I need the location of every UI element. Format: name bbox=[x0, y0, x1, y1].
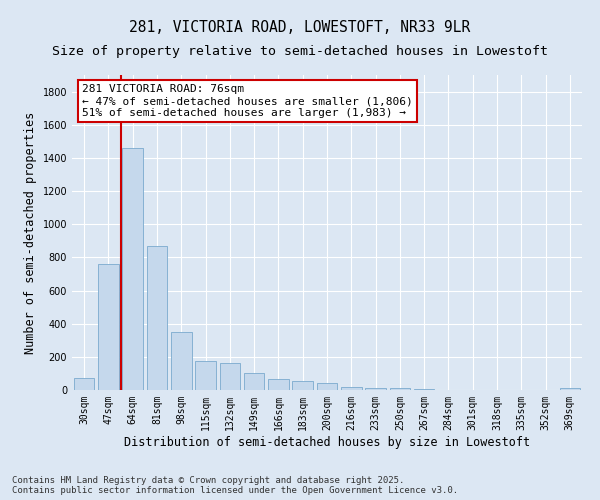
Bar bbox=[74, 378, 94, 390]
Bar bbox=[268, 379, 289, 390]
Bar bbox=[171, 332, 191, 390]
Text: 281 VICTORIA ROAD: 76sqm
← 47% of semi-detached houses are smaller (1,806)
51% o: 281 VICTORIA ROAD: 76sqm ← 47% of semi-d… bbox=[82, 84, 413, 117]
Bar bbox=[122, 148, 143, 390]
Bar bbox=[220, 364, 240, 390]
Bar bbox=[244, 374, 265, 390]
Bar bbox=[341, 386, 362, 390]
Bar bbox=[389, 388, 410, 390]
Bar bbox=[365, 388, 386, 390]
Text: Size of property relative to semi-detached houses in Lowestoft: Size of property relative to semi-detach… bbox=[52, 45, 548, 58]
Bar bbox=[292, 381, 313, 390]
Bar bbox=[414, 389, 434, 390]
Bar bbox=[195, 361, 216, 390]
Bar bbox=[146, 246, 167, 390]
Bar bbox=[98, 264, 119, 390]
X-axis label: Distribution of semi-detached houses by size in Lowestoft: Distribution of semi-detached houses by … bbox=[124, 436, 530, 448]
Bar bbox=[317, 384, 337, 390]
Y-axis label: Number of semi-detached properties: Number of semi-detached properties bbox=[24, 112, 37, 354]
Text: Contains HM Land Registry data © Crown copyright and database right 2025.
Contai: Contains HM Land Registry data © Crown c… bbox=[12, 476, 458, 495]
Bar bbox=[560, 388, 580, 390]
Text: 281, VICTORIA ROAD, LOWESTOFT, NR33 9LR: 281, VICTORIA ROAD, LOWESTOFT, NR33 9LR bbox=[130, 20, 470, 35]
